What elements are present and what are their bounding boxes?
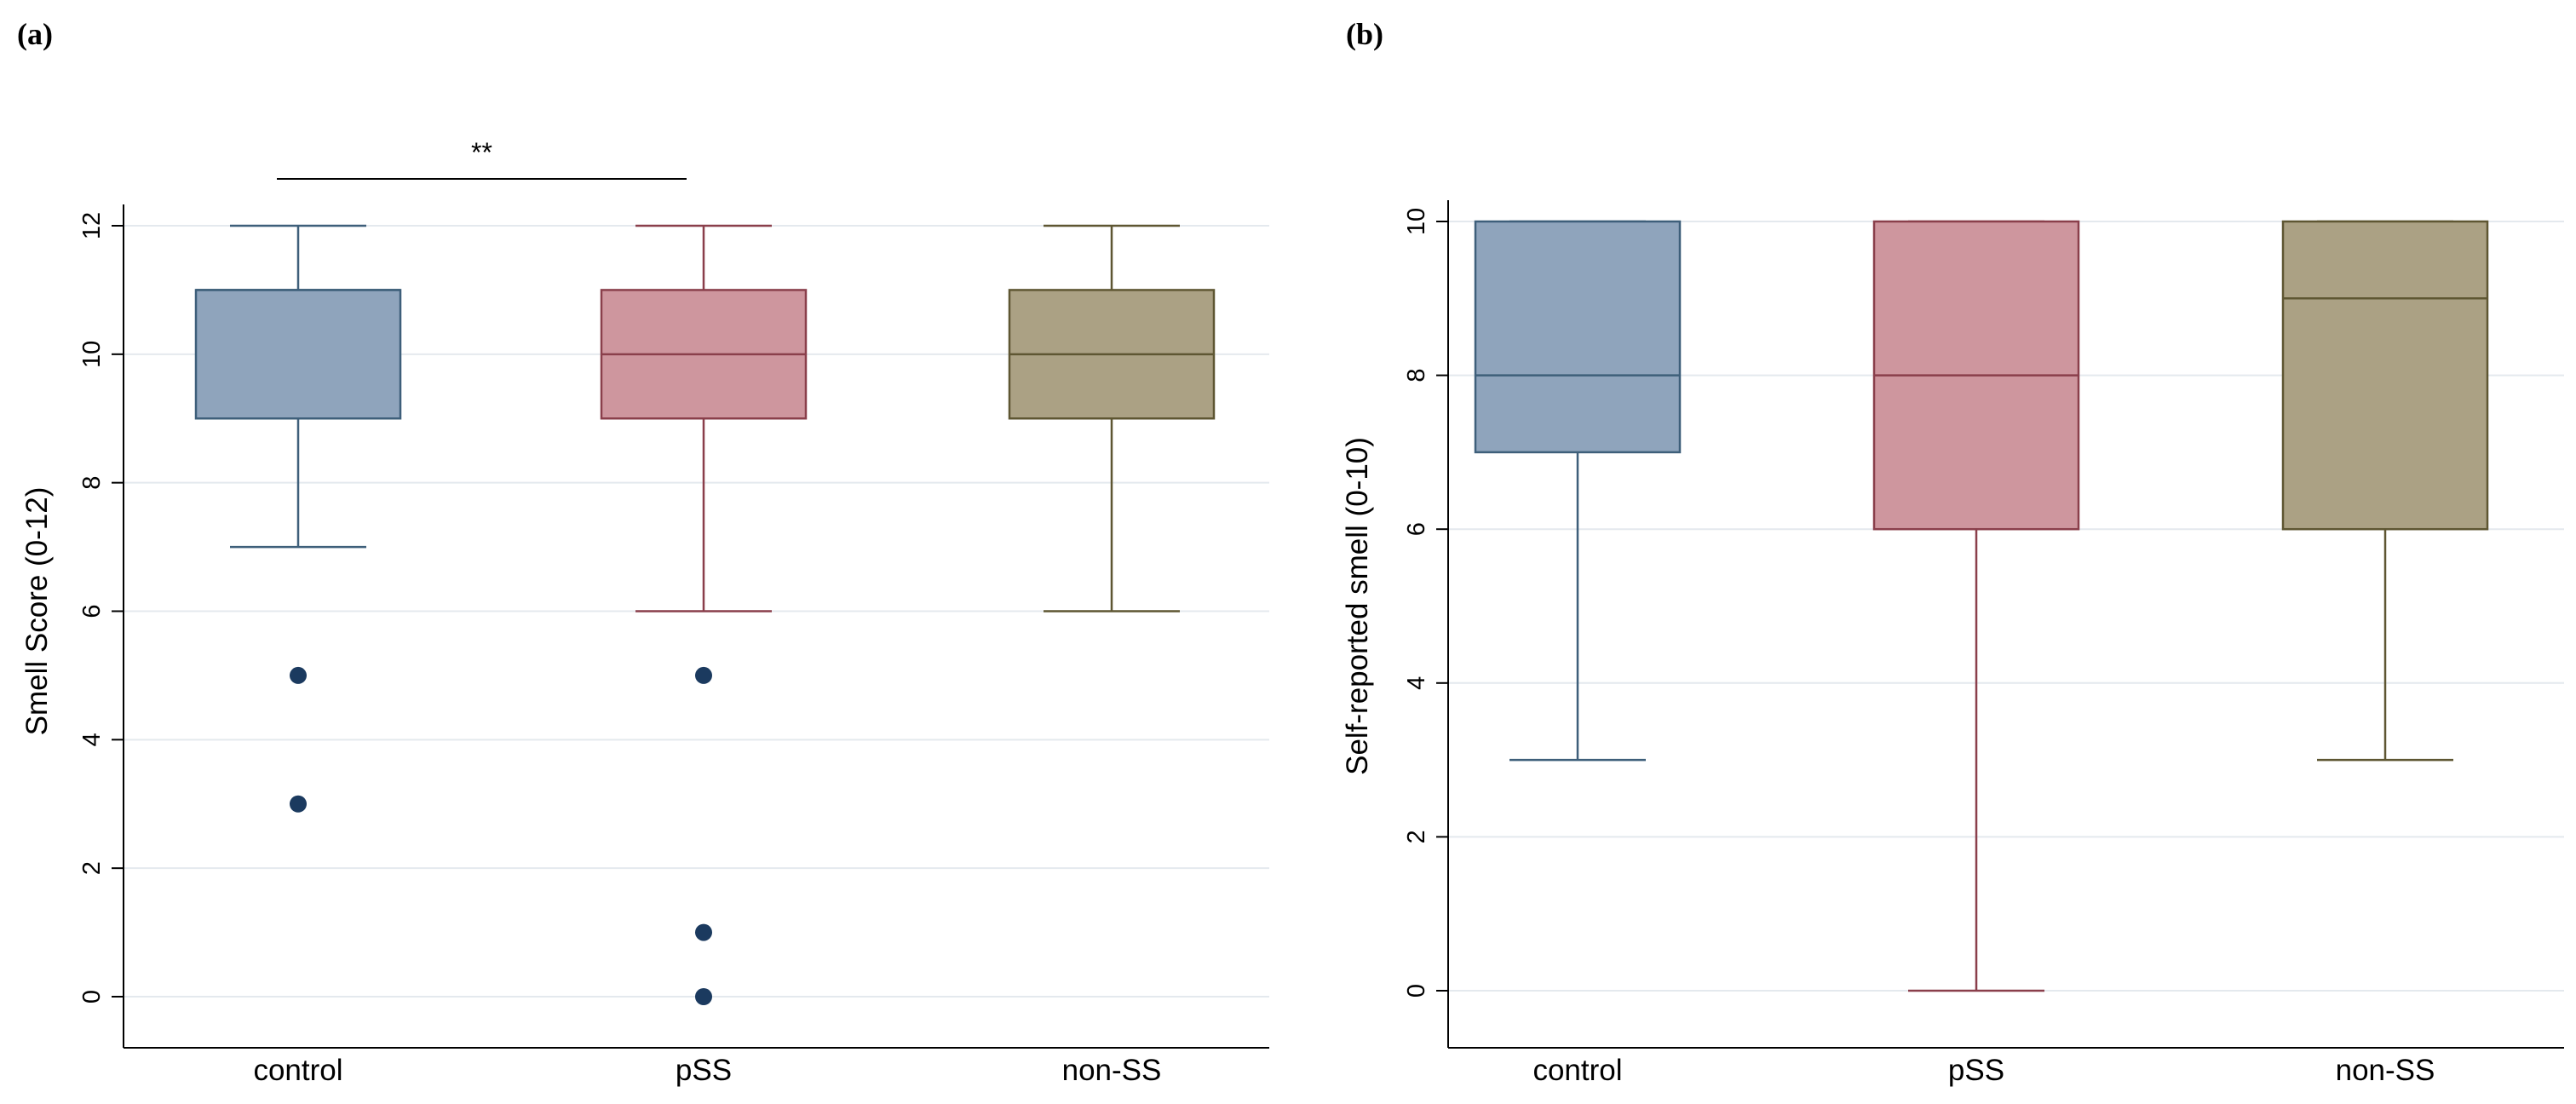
significance-label: ** — [471, 137, 492, 168]
category-label: non-SS — [1062, 1054, 1162, 1087]
panel-label: (b) — [1346, 17, 1383, 51]
y-tick-label: 10 — [78, 341, 106, 368]
outlier-point — [695, 923, 712, 941]
box-control — [194, 224, 402, 813]
category-label: control — [1532, 1054, 1622, 1087]
category-label: pSS — [1948, 1054, 2004, 1087]
y-tick-label: 6 — [1403, 522, 1430, 536]
panel-b: (b) 0 2 4 6 8 10 Self-reported smell (0-10) cont… — [1341, 17, 2564, 1087]
y-axis-title: Smell Score (0-12) — [20, 487, 54, 736]
y-tick-label: 4 — [1403, 676, 1430, 690]
iqr-box — [1474, 220, 1682, 454]
y-tick-label: 0 — [1403, 984, 1430, 998]
category-label: non-SS — [2336, 1054, 2435, 1087]
y-tick-label: 12 — [78, 212, 106, 239]
y-tick-label: 10 — [1403, 208, 1430, 235]
y-axis-title: Self-reported smell (0-10) — [1341, 437, 1374, 775]
y-tick-label: 4 — [78, 733, 106, 746]
y-tick-label: 2 — [1403, 830, 1430, 843]
box-control — [1474, 220, 1682, 762]
panel-a: (a) 0 2 4 6 8 10 12 Smell Score (0-12) control pSS… — [17, 17, 1269, 1087]
panel-label: (a) — [17, 17, 53, 51]
iqr-box — [2281, 220, 2489, 531]
category-label: control — [253, 1054, 342, 1087]
y-tick-label: 6 — [78, 604, 106, 618]
outlier-point — [695, 988, 712, 1005]
y-tick-label: 8 — [78, 476, 106, 490]
box-non-SS — [1008, 224, 1216, 612]
outlier-point — [695, 666, 712, 684]
box-non-SS — [2281, 220, 2489, 762]
category-label: pSS — [676, 1054, 732, 1087]
box-pSS — [600, 224, 808, 1005]
outlier-point — [290, 795, 307, 813]
outlier-point — [290, 666, 307, 684]
iqr-box — [194, 289, 402, 420]
y-tick-label: 8 — [1403, 369, 1430, 382]
y-tick-label: 0 — [78, 990, 106, 1003]
box-pSS — [1872, 220, 2080, 992]
y-tick-label: 2 — [78, 861, 106, 875]
